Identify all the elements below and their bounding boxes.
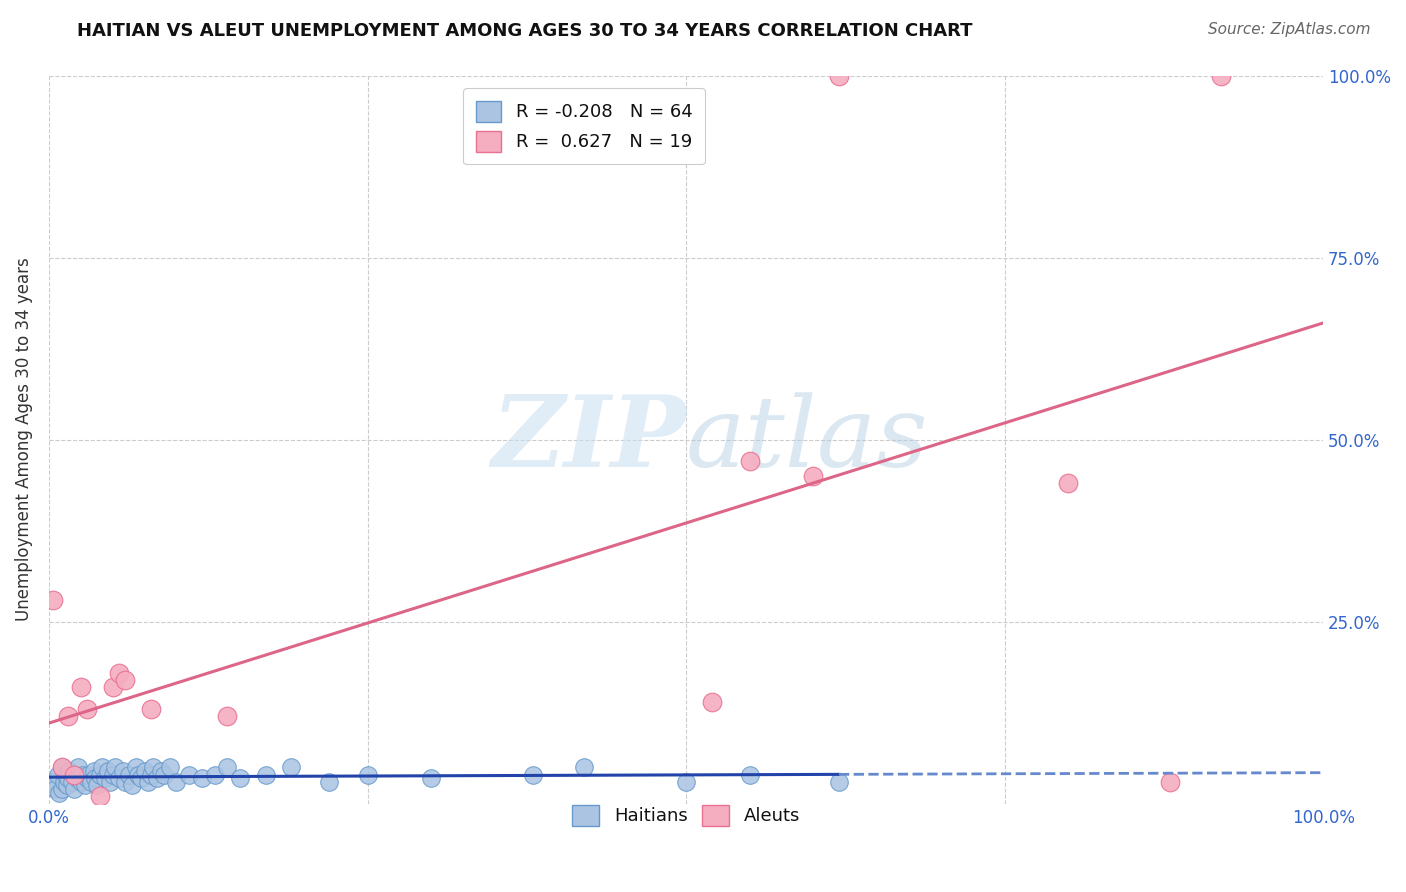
Point [89,767,111,781]
Point [91,760,114,774]
Point [97,764,120,778]
Point [572,760,595,774]
Point [803,469,825,483]
Point [69,774,91,789]
Text: atlas: atlas [686,392,929,487]
Point [142,760,165,774]
Point [146,771,169,785]
Point [98,774,121,789]
Point [55,767,77,781]
Point [46,767,69,781]
Point [1057,476,1080,491]
Point [204,767,226,781]
Point [356,767,378,781]
Point [191,771,214,785]
Point [124,760,146,774]
Point [56,771,79,785]
Y-axis label: Unemployment Among Ages 30 to 34 years: Unemployment Among Ages 30 to 34 years [15,258,32,622]
Point [48,786,70,800]
Point [101,680,124,694]
Point [104,760,127,774]
Point [70,767,93,781]
Point [63,767,86,781]
Point [86,779,108,793]
Point [53,774,76,789]
Point [675,774,697,789]
Point [1211,69,1233,83]
Point [139,702,162,716]
Point [738,767,761,781]
Point [700,695,723,709]
Point [76,771,98,785]
Point [77,767,100,781]
Point [89,789,111,804]
Text: HAITIAN VS ALEUT UNEMPLOYMENT AMONG AGES 30 TO 34 YEARS CORRELATION CHART: HAITIAN VS ALEUT UNEMPLOYMENT AMONG AGES… [77,22,973,40]
Legend: Haitians, Aleuts: Haitians, Aleuts [564,796,808,835]
Point [828,69,851,83]
Point [280,760,302,774]
Text: ZIP: ZIP [491,392,686,488]
Point [111,764,134,778]
Point [42,592,65,607]
Point [254,767,277,781]
Point [118,767,141,781]
Point [229,771,252,785]
Point [159,760,181,774]
Point [522,767,544,781]
Point [76,702,98,716]
Point [114,673,136,687]
Point [108,665,131,680]
Point [101,767,124,781]
Point [80,774,103,789]
Point [67,760,90,774]
Point [63,782,86,797]
Text: Source: ZipAtlas.com: Source: ZipAtlas.com [1208,22,1371,37]
Point [114,774,136,789]
Point [94,771,117,785]
Point [318,774,340,789]
Point [134,764,156,778]
Point [65,767,87,781]
Point [69,680,91,694]
Point [51,782,73,797]
Point [217,709,239,723]
Point [152,767,174,781]
Point [56,779,79,793]
Point [121,779,143,793]
Point [138,774,160,789]
Point [60,774,83,789]
Point [42,774,65,789]
Point [738,454,761,468]
Point [83,771,105,785]
Point [139,767,162,781]
Point [51,760,73,774]
Point [165,774,187,789]
Point [420,771,443,785]
Point [179,767,201,781]
Point [51,760,73,774]
Point [108,771,131,785]
Point [56,709,79,723]
Point [73,779,96,793]
Point [83,764,105,778]
Point [129,771,152,785]
Point [217,760,239,774]
Point [828,774,851,789]
Point [150,764,173,778]
Point [1159,774,1181,789]
Point [66,771,89,785]
Point [44,782,66,797]
Point [58,764,80,778]
Point [127,767,149,781]
